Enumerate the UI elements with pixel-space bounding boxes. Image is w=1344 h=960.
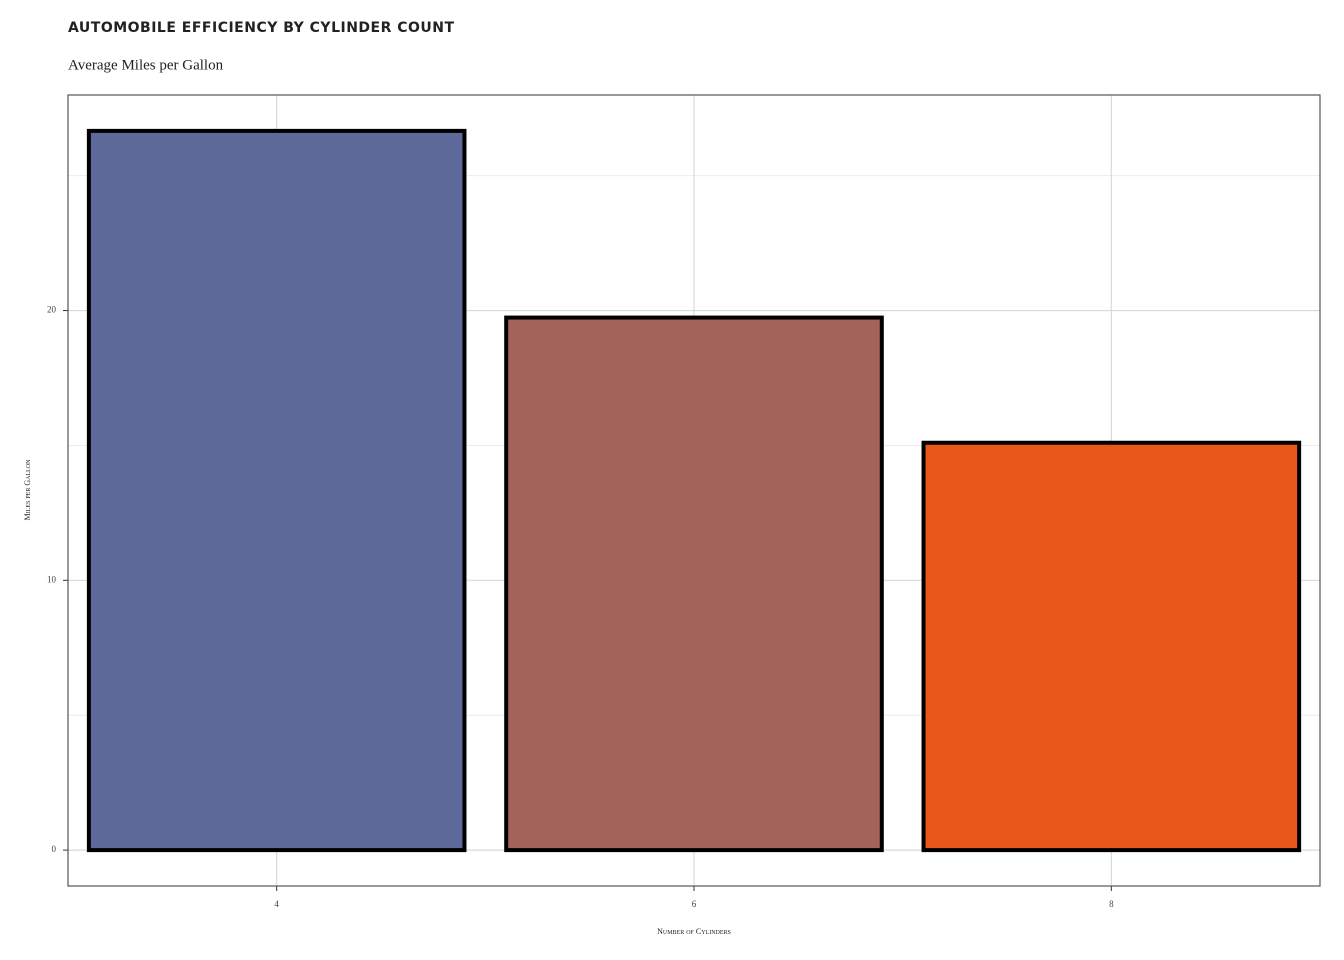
panel-border [67,94,1321,887]
bar [86,128,467,853]
x-tick-label: 8 [1109,899,1114,909]
y-tick-label: 10 [47,574,57,584]
chart-title: AUTOMOBILE EFFICIENCY BY CYLINDER COUNT [68,20,455,36]
bar [504,315,884,853]
x-tick-label: 6 [692,899,697,909]
x-tick-label: 4 [274,899,279,909]
y-tick-label: 0 [52,844,57,854]
y-tick-label: 20 [47,305,57,315]
chart-subtitle: Average Miles per Gallon [68,57,224,73]
bar [921,440,1302,853]
y-axis-title: Miles per Gallon [23,459,32,521]
x-axis-title: Number of Cylinders [657,927,731,936]
